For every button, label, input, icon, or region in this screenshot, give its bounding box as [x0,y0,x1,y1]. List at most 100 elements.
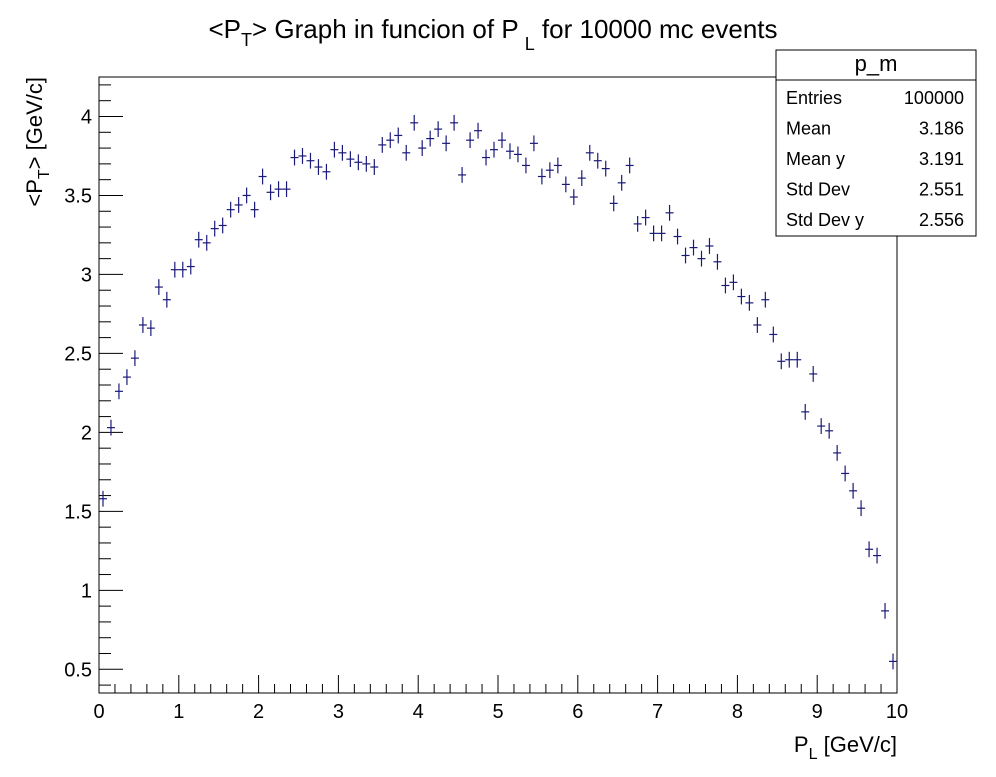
data-point [330,141,339,158]
data-point [585,144,594,161]
data-point [370,159,379,175]
data-point [226,201,235,218]
x-axis-label: PL [GeV/c] [794,732,897,763]
stats-box: p_m Entries 100000 Mean 3.186 Mean y 3.191 Std… [775,49,977,237]
y-tick-label: 2.5 [64,343,92,365]
data-point [418,140,427,156]
data-point [338,144,347,161]
data-point [458,167,467,183]
data-point [202,234,211,251]
data-point [162,291,171,308]
data-points [99,114,897,670]
data-point [529,135,538,152]
y-tick-label: 3.5 [64,185,92,207]
data-point [394,127,403,144]
data-point [218,217,227,234]
data-point [769,326,778,343]
data-point [242,187,251,204]
data-point [689,239,698,256]
data-point [290,149,299,166]
data-point [569,189,578,205]
data-point [426,130,435,147]
data-point [601,160,610,177]
x-tick-label: 7 [652,701,663,723]
y-tick-label: 3 [81,264,92,286]
y-axis-tick-labels: 0.5 1 1.5 2 2.5 3 3.5 4 [64,106,92,681]
data-point [505,143,514,160]
data-point [729,274,738,291]
data-point [498,132,506,149]
y-tick-label: 1.5 [64,501,92,523]
data-point [713,253,722,270]
data-point [322,163,331,180]
data-point [154,279,163,295]
stats-row-value: 100000 [904,88,964,108]
data-point [474,122,483,139]
data-point [857,500,866,517]
data-point [721,277,730,294]
x-tick-label: 10 [886,701,908,723]
stats-box-title: p_m [855,51,898,76]
data-point [849,482,858,499]
data-point [122,369,131,385]
data-point [482,149,491,166]
x-tick-label: 6 [572,701,583,723]
data-point [258,168,267,185]
data-point [378,137,387,153]
x-tick-label: 9 [812,701,823,723]
data-point [761,291,770,308]
data-point [809,366,818,382]
x-tick-label: 5 [492,701,503,723]
data-point [705,238,714,254]
x-tick-label: 3 [333,701,344,723]
data-point [609,195,618,212]
data-point [641,209,650,226]
x-tick-label: 4 [413,701,424,723]
data-point [114,383,123,400]
y-tick-label: 1 [81,580,92,602]
data-point [513,146,522,163]
data-point [577,170,586,186]
data-point [697,250,706,267]
data-point [354,154,363,171]
data-point [410,114,419,131]
data-point [889,653,897,670]
data-point [833,445,842,461]
data-point [402,144,411,161]
x-axis-ticks [98,675,898,693]
data-point [545,162,554,179]
data-point [665,204,674,221]
stats-row-label: Entries [786,88,842,108]
x-tick-label: 8 [732,701,743,723]
data-point [194,231,203,248]
y-tick-label: 0.5 [64,659,92,681]
stats-row-value: 2.551 [919,180,964,200]
data-point [346,151,355,168]
y-tick-label: 2 [81,422,92,444]
data-point [250,201,259,218]
x-tick-label: 1 [173,701,184,723]
data-point [793,351,802,368]
data-point [490,141,498,158]
data-point [170,261,179,278]
data-point [386,132,395,149]
data-point [306,152,315,169]
data-point [553,157,562,174]
stats-row-value: 2.556 [919,210,964,230]
data-point [282,181,291,198]
data-point [537,168,546,185]
data-point [873,547,882,564]
stats-row-label: Mean [786,119,831,139]
data-point [210,220,219,237]
data-point [106,419,115,436]
stats-row-label: Mean y [786,149,845,169]
data-point [777,353,786,370]
stats-box-frame [775,49,977,237]
data-point [657,225,666,242]
data-point [442,135,451,152]
data-point [841,465,850,482]
data-point [881,602,890,619]
